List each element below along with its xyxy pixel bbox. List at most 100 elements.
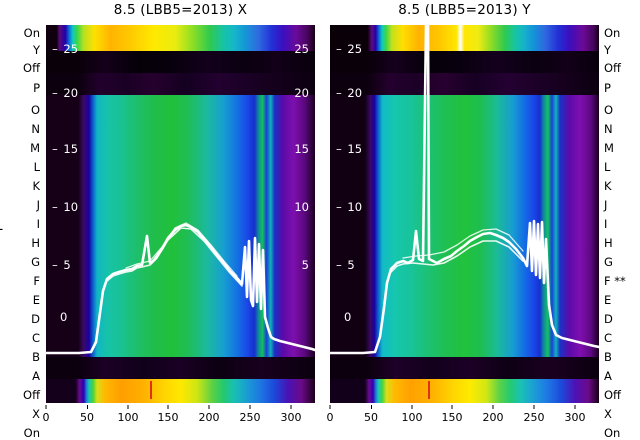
cat-right-20: X (604, 407, 612, 421)
category-axis-right: On Y Off P O N M L K J I H G F ** E D C … (600, 25, 640, 440)
category-axis-left: On Y Off P O N M L K J I H G F E D C B A… (0, 25, 44, 440)
band-bottom-rainbow-x (46, 379, 315, 403)
ytick-5-x-right: 5 (301, 258, 309, 272)
cat-left-21: On (23, 426, 40, 440)
cat-left-8: K (32, 179, 40, 193)
red-tick-bottom-x (150, 381, 152, 399)
band-dark-upper-y (330, 51, 599, 73)
xtick-right-150: 150 (442, 405, 463, 424)
ytick-5-x: – 5 (52, 258, 71, 272)
cat-right-8: K (604, 179, 612, 193)
cat-left-14: E (32, 293, 40, 307)
ytick-10-x-right: 10 (294, 200, 309, 214)
ytick-0-x: 0 (60, 310, 68, 324)
panel-y: 8.5 (LBB5=2013) Y – 25 – 20 – 15 – 10 – (330, 2, 599, 403)
cat-right-9: J (604, 198, 608, 212)
cat-left-17: B (32, 350, 40, 364)
cat-right-1: Y (604, 43, 612, 57)
cat-left-5: N (31, 122, 40, 136)
ytick-10-y: – 10 (336, 200, 363, 214)
ytick-5-y: – 5 (336, 258, 355, 272)
cat-left-6: M (30, 141, 40, 155)
cat-right-10: I (604, 217, 608, 231)
ytick-15-x-right: 15 (294, 142, 309, 156)
band-top-rainbow-y (330, 25, 599, 51)
cat-left-0: On (23, 26, 40, 40)
cat-right-5: N (604, 122, 613, 136)
cat-right-19: Off (604, 388, 621, 402)
band-bottom-rainbow-y (330, 379, 599, 403)
cat-right-13: F ** (604, 274, 626, 288)
xaxis-left: 0 50 100 150 200 250 300 (43, 405, 315, 435)
cat-right-18: A (604, 369, 612, 383)
panel-x-title: 8.5 (LBB5=2013) X (113, 2, 248, 18)
xaxis-right: 0 50 100 150 200 250 300 (327, 405, 599, 435)
xtick-left-150: 150 (158, 405, 179, 424)
band-dark-upper2-y (330, 73, 599, 95)
cat-left-4: O (30, 103, 40, 117)
ytick-20-x-right: 20 (294, 86, 309, 100)
band-dark-lower-x (46, 357, 315, 379)
xtick-left-300: 300 (281, 405, 302, 424)
panel-y-heatmap (330, 25, 599, 403)
cat-right-7: L (604, 160, 611, 174)
cat-right-14: E (604, 293, 612, 307)
ytick-10-x: – 10 (52, 200, 79, 214)
cat-right-4: O (604, 103, 614, 117)
xtick-left-50: 50 (80, 405, 94, 424)
cat-left-9: J (36, 198, 40, 212)
cat-right-17: B (604, 350, 612, 364)
xtick-left-250: 250 (240, 405, 261, 424)
xtick-left-100: 100 (118, 405, 139, 424)
cat-right-12: G (604, 255, 613, 269)
ytick-25-x: – 25 (52, 42, 79, 56)
cat-left-19: Off (23, 388, 40, 402)
cat-left-12: G (31, 255, 40, 269)
red-tick-bottom-y (428, 381, 430, 399)
cat-left-15: D (31, 312, 40, 326)
band-main-field-y (330, 95, 599, 357)
band-main-field-x (46, 95, 315, 357)
cat-left-3: P (33, 81, 40, 95)
cat-left-13: F (33, 274, 40, 288)
ytick-0-y: 0 (344, 310, 352, 324)
xtick-right-0: 0 (327, 405, 334, 424)
cat-left-11: H (31, 236, 40, 250)
cat-right-3: P (604, 81, 611, 95)
cat-right-21: On (604, 426, 621, 440)
cat-left-2: Off (23, 61, 40, 75)
cat-right-0: On (604, 26, 621, 40)
xtick-left-200: 200 (199, 405, 220, 424)
band-top-rainbow-x (46, 25, 315, 51)
xtick-right-200: 200 (483, 405, 504, 424)
cat-left-1: Y (32, 43, 40, 57)
cat-right-11: H (604, 236, 613, 250)
ytick-25-y: – 25 (336, 42, 363, 56)
panel-x: 8.5 (LBB5=2013) X (46, 2, 315, 403)
cat-left-7: L (33, 160, 40, 174)
ytick-20-y: – 20 (336, 86, 363, 100)
panel-x-heatmap (46, 25, 315, 403)
band-dark-upper2-x (46, 73, 315, 95)
ytick-20-x: – 20 (52, 86, 79, 100)
xtick-right-100: 100 (402, 405, 423, 424)
band-dark-lower-y (330, 357, 599, 379)
cat-left-10: I (36, 217, 40, 231)
cat-left-16: C (31, 331, 40, 345)
ytick-15-x: – 15 (52, 142, 79, 156)
cat-right-2: Off (604, 61, 621, 75)
ytick-25-x-right: 25 (294, 42, 309, 56)
panel-y-title: 8.5 (LBB5=2013) Y (398, 2, 531, 18)
xtick-left-0: 0 (43, 405, 50, 424)
ytick-15-y: – 15 (336, 142, 363, 156)
xtick-right-300: 300 (565, 405, 586, 424)
cat-left-18: A (32, 369, 40, 383)
xtick-right-250: 250 (524, 405, 545, 424)
cat-right-6: M (604, 141, 614, 155)
cat-left-20: X (32, 407, 40, 421)
xtick-right-50: 50 (364, 405, 378, 424)
cat-right-15: D (604, 312, 613, 326)
cat-right-16: C (604, 331, 613, 345)
band-dark-upper-x (46, 51, 315, 73)
